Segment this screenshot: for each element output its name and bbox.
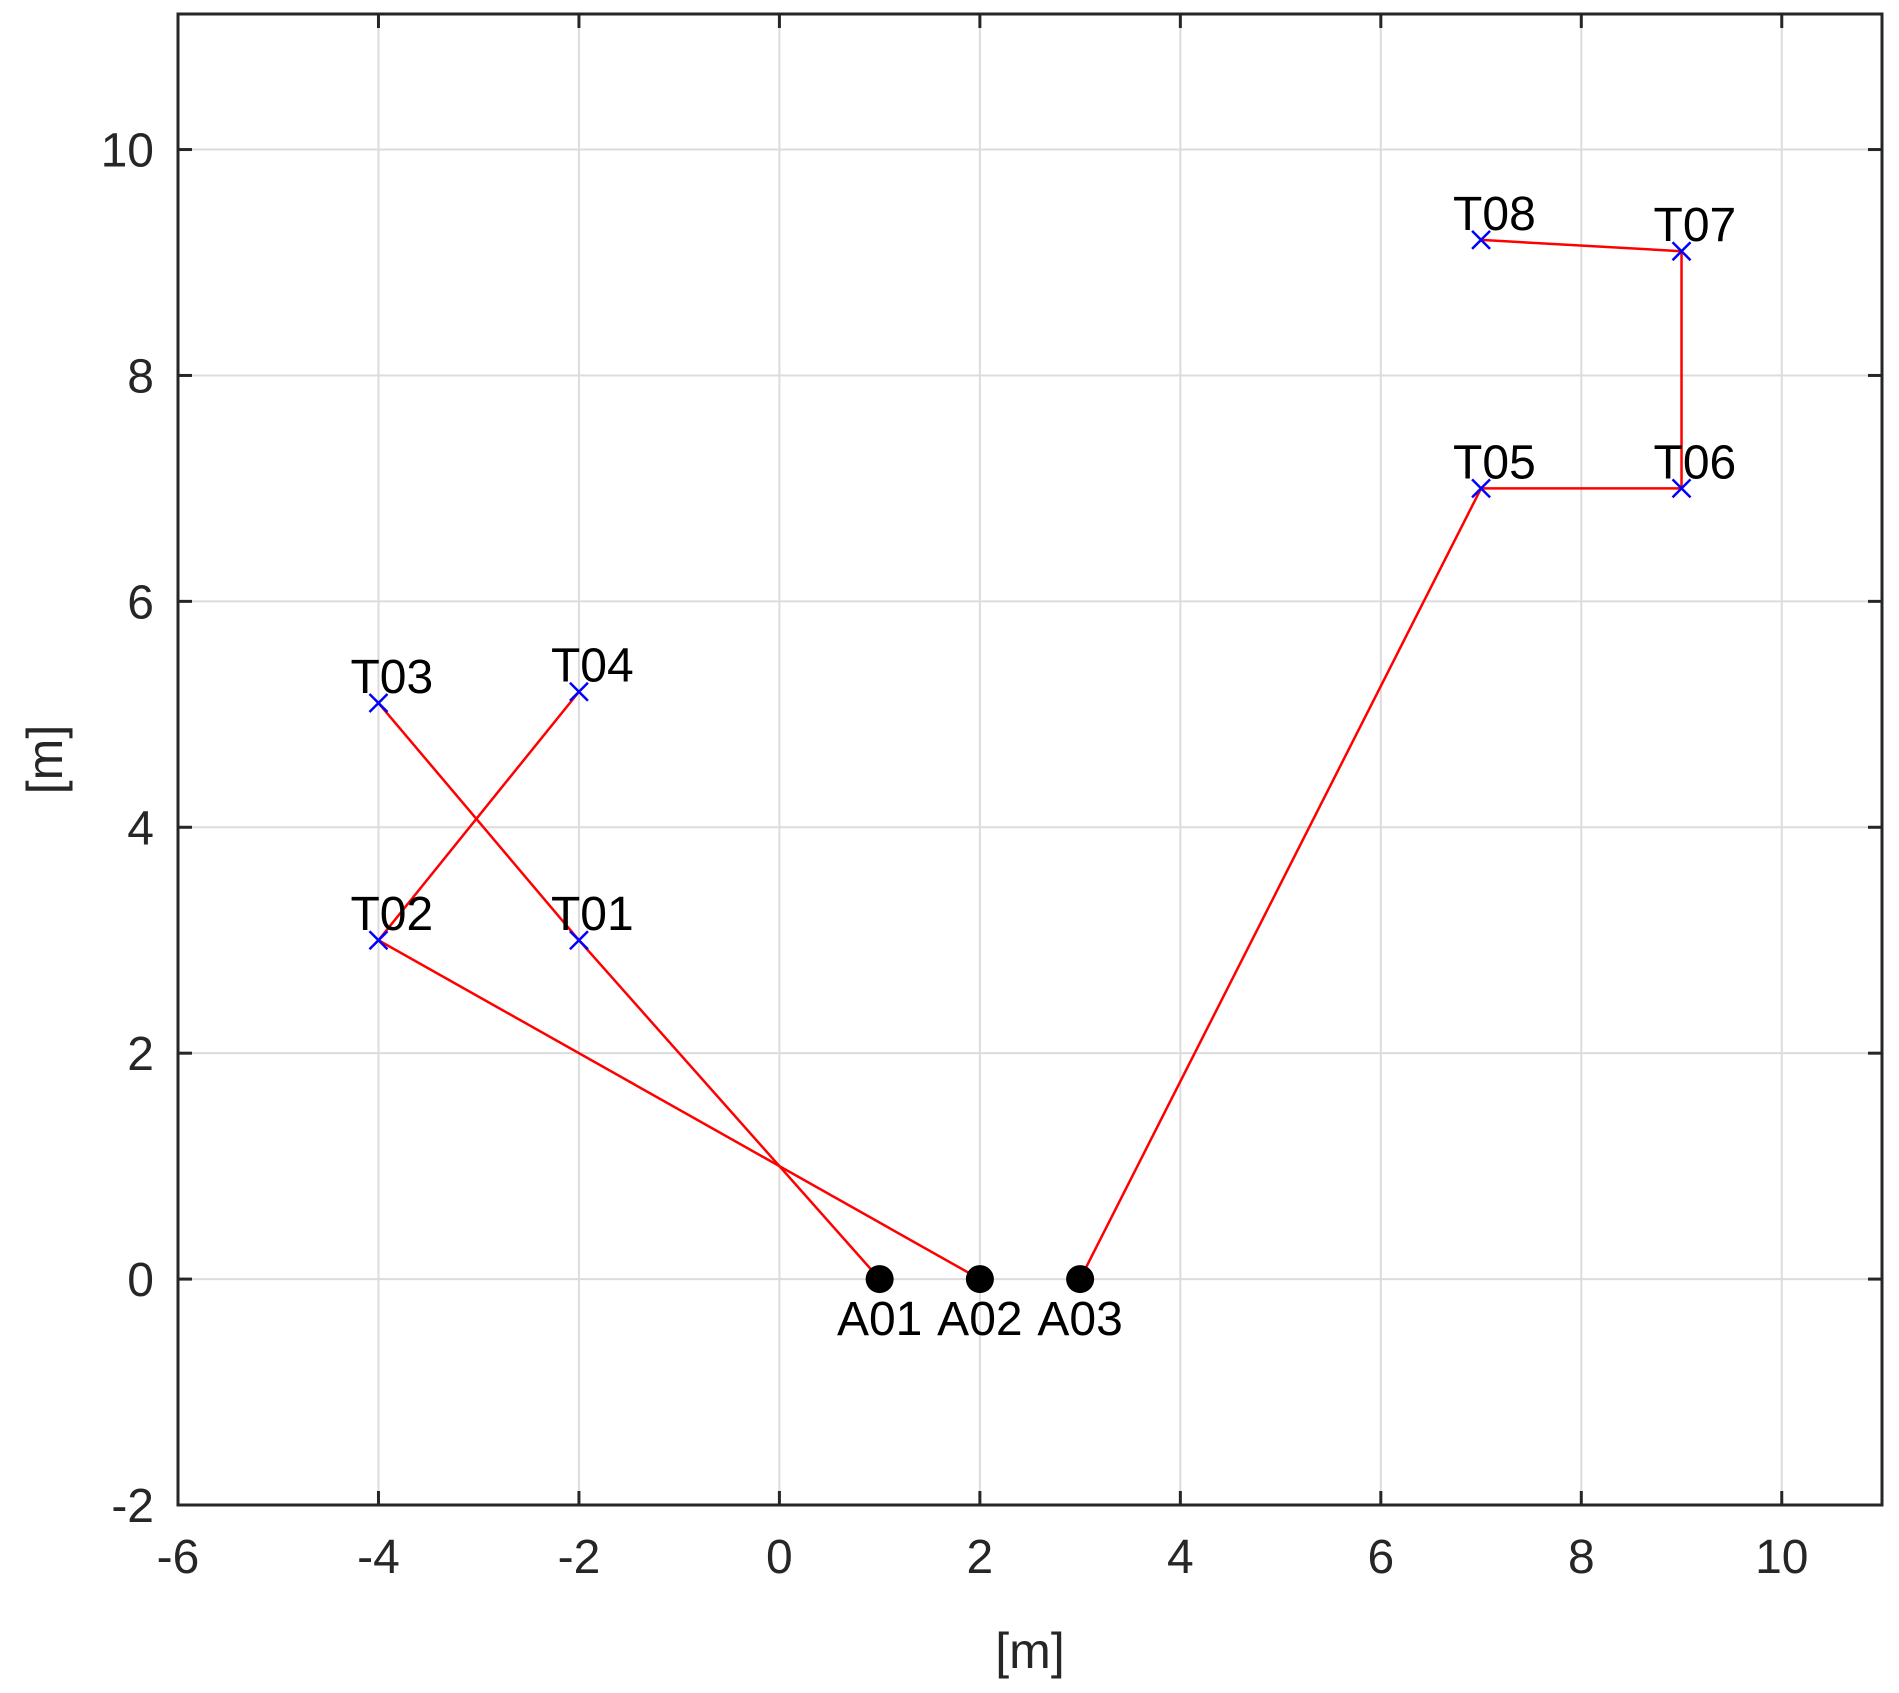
path-segments — [377, 238, 1683, 1281]
x-tick-label: 2 — [967, 1531, 994, 1584]
path-segment — [377, 939, 981, 1281]
x-tick-label: -2 — [558, 1531, 601, 1584]
tag-label: T05 — [1453, 436, 1536, 489]
anchor-label: A02 — [937, 1293, 1022, 1346]
x-tick-label: 0 — [766, 1531, 793, 1584]
tag-marker — [569, 681, 589, 702]
y-tick-label: 0 — [127, 1254, 154, 1307]
grid — [177, 14, 1882, 1506]
x-tick-label: -6 — [157, 1531, 200, 1584]
path-segment — [377, 702, 580, 942]
anchor-marker — [965, 1265, 994, 1294]
x-tick-label: 6 — [1367, 1531, 1394, 1584]
path-segment — [1079, 487, 1483, 1280]
tag-label: T04 — [551, 640, 634, 693]
tag-marker — [1671, 478, 1692, 499]
x-axis-label: [m] — [995, 1623, 1064, 1679]
tag-label: T08 — [1453, 188, 1536, 241]
axes-box — [176, 12, 1884, 1507]
anchor-marker — [1066, 1265, 1095, 1294]
y-tick-label: 10 — [101, 125, 154, 178]
tag-label: T01 — [551, 888, 634, 941]
tag-marker — [368, 930, 389, 951]
path-segment — [1480, 238, 1682, 253]
path-segment — [377, 690, 580, 942]
anchor-label: A03 — [1037, 1293, 1122, 1346]
y-tick-label: 4 — [127, 802, 154, 855]
anchor-label: A01 — [837, 1293, 922, 1346]
tag-label: T03 — [350, 651, 433, 704]
tag-label: T06 — [1654, 436, 1737, 489]
x-tick-label: 8 — [1568, 1531, 1595, 1584]
y-axis-label: [m] — [17, 725, 73, 794]
tag-marker — [1471, 478, 1491, 499]
tag-marker — [1671, 241, 1692, 262]
anchor-marker — [865, 1265, 894, 1294]
x-tick-label: -4 — [357, 1531, 400, 1584]
y-tick-label: 8 — [127, 350, 154, 403]
y-tick-label: 6 — [127, 576, 154, 629]
path-segment — [578, 939, 881, 1280]
tag-marker — [569, 930, 589, 951]
tag-label: T02 — [350, 888, 433, 941]
markers — [368, 230, 1692, 1294]
tick-labels: -6 -4 -2 0 2 4 6 8 10 -2 0 2 4 6 8 10 — [101, 14, 1882, 1584]
tag-label: T07 — [1654, 199, 1737, 252]
point-labels: T01 T02 T03 T04 T05 T06 T07 T08 A01 A02 A03 — [350, 188, 1736, 1346]
y-tick-label: -2 — [111, 1480, 154, 1533]
tag-marker — [1471, 230, 1491, 250]
tag-marker — [368, 693, 389, 713]
x-tick-label: 10 — [1755, 1531, 1808, 1584]
y-tick-label: 2 — [127, 1028, 154, 1081]
x-tick-label: 4 — [1167, 1531, 1194, 1584]
